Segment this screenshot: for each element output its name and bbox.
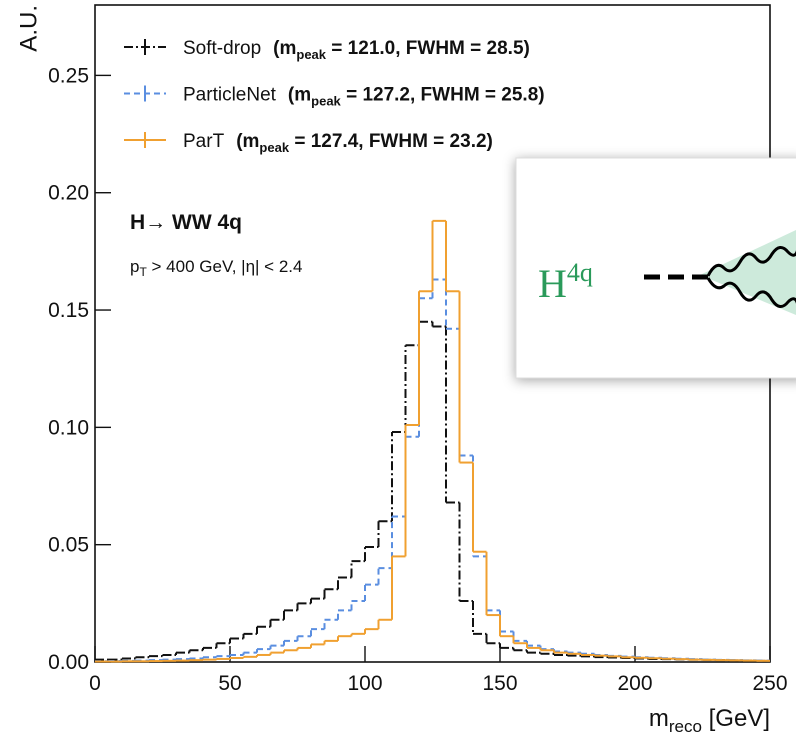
x-axis-label: mreco [GeV] [649,705,770,736]
annotation-rest: > 400 GeV, |η| < 2.4 [147,257,303,276]
x-axis-label-rest: [GeV] [702,705,770,732]
x-tick-label: 250 [752,672,787,695]
annotation-main: p [130,257,139,276]
legend-stat: (m [236,131,259,152]
x-tick-label: 50 [218,672,241,695]
annotation: pT > 400 GeV, |η| < 2.4 [130,257,302,279]
x-tick-label: 150 [482,672,517,695]
inset-label-sup: 4q [567,258,593,287]
y-tick-label: 0.20 [48,182,89,205]
wavy-line [706,246,796,277]
x-axis-label-sub: reco [669,717,702,736]
x-tick-label: 100 [347,672,382,695]
inset-label-main: H [538,261,567,306]
legend-stat-rest: = 121.0, FWHM = 28.5) [326,38,530,59]
step-connector [121,220,758,662]
legend-stat: (m [288,85,311,106]
legend-name: ParticleNet [183,85,277,106]
inset-diagram: H4q [515,157,796,379]
legend-name: ParT [183,131,225,152]
y-tick-label: 0.10 [48,416,89,439]
wavy-line [706,277,796,308]
x-axis-label-main: m [649,705,669,732]
annotation-sub: T [139,265,147,279]
y-tick-label: 0.25 [48,64,89,87]
jet-cone [700,230,796,315]
plot-area: 0 50 100 150 200 250 0.00 0.05 0.10 0.15 0.20 0.25 m… [48,38,787,736]
legend-stat-sub: peak [296,47,326,62]
annotation: H→ WW 4q [130,211,242,234]
legend-name: Soft-drop [183,38,261,59]
legend-entry: ParticleNet (mpeak = 127.2, FWHM = 25.8) [183,85,545,109]
legend-stat-sub: peak [259,140,289,155]
y-tick-label: 0.05 [48,534,89,557]
legend-stat-sub: peak [311,94,341,109]
legend-stat-rest: = 127.4, FWHM = 23.2) [289,131,493,152]
inset-label: H4q [538,258,593,306]
legend-stat-rest: = 127.2, FWHM = 25.8) [341,85,545,106]
y-tick-label: 0.00 [48,651,89,674]
x-tick-label: 200 [617,672,652,695]
legend-stat: (m [273,38,296,59]
y-axis-label: A.U. [15,5,42,52]
series [95,219,770,663]
x-tick-label: 0 [89,672,101,695]
legend-entry: Soft-drop (mpeak = 121.0, FWHM = 28.5) [183,38,530,62]
y-tick-label: 0.15 [48,299,89,322]
legend-entry: ParT (mpeak = 127.4, FWHM = 23.2) [183,131,493,155]
